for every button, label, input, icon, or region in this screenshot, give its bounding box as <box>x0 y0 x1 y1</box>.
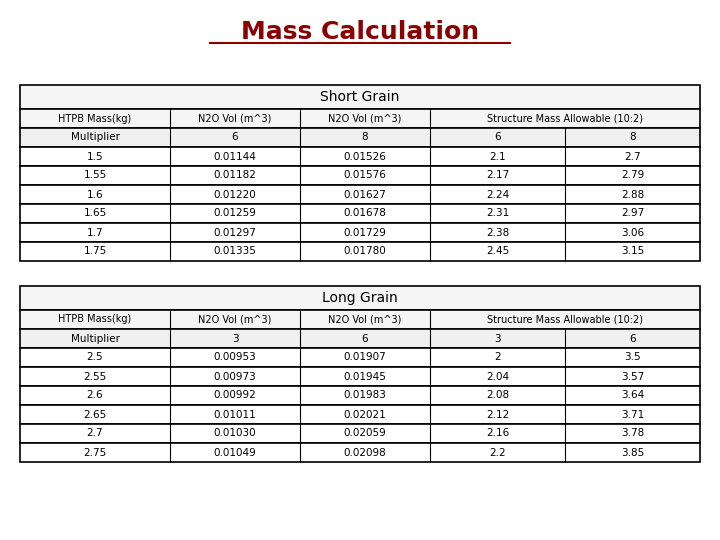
Bar <box>20 204 700 223</box>
Text: 3.15: 3.15 <box>621 246 644 256</box>
Text: 1.75: 1.75 <box>84 246 107 256</box>
Text: 2.79: 2.79 <box>621 171 644 180</box>
Text: 2.75: 2.75 <box>84 448 107 457</box>
Text: 2.6: 2.6 <box>86 390 103 401</box>
Text: 0.02021: 0.02021 <box>343 409 387 420</box>
Text: HTPB Mass(kg): HTPB Mass(kg) <box>58 314 132 325</box>
Text: 8: 8 <box>629 132 636 143</box>
Text: 6: 6 <box>232 132 238 143</box>
Bar <box>20 405 700 424</box>
Text: 2.5: 2.5 <box>86 353 103 362</box>
Text: 2.24: 2.24 <box>486 190 509 199</box>
Text: 2.2: 2.2 <box>489 448 506 457</box>
Bar <box>20 185 700 204</box>
Text: 0.01259: 0.01259 <box>214 208 256 219</box>
Text: Structure Mass Allowable (10:2): Structure Mass Allowable (10:2) <box>487 113 643 124</box>
Text: 2.31: 2.31 <box>486 208 509 219</box>
Bar <box>20 367 700 386</box>
Text: N2O Vol (m^3): N2O Vol (m^3) <box>328 314 402 325</box>
Text: Multiplier: Multiplier <box>71 132 120 143</box>
Bar <box>20 443 700 462</box>
Text: 3: 3 <box>232 334 238 343</box>
Text: 3.78: 3.78 <box>621 429 644 438</box>
Bar <box>20 128 700 147</box>
Text: Mass Calculation: Mass Calculation <box>241 20 479 44</box>
Text: 6: 6 <box>629 334 636 343</box>
Text: 0.01144: 0.01144 <box>214 152 256 161</box>
Text: 6: 6 <box>494 132 501 143</box>
Text: 0.01182: 0.01182 <box>214 171 256 180</box>
Text: 2.17: 2.17 <box>486 171 509 180</box>
Text: Structure Mass Allowable (10:2): Structure Mass Allowable (10:2) <box>487 314 643 325</box>
Text: 2.38: 2.38 <box>486 227 509 238</box>
Text: 3.71: 3.71 <box>621 409 644 420</box>
Text: 1.55: 1.55 <box>84 171 107 180</box>
Text: 0.01049: 0.01049 <box>214 448 256 457</box>
Bar <box>20 348 700 367</box>
Text: 0.01297: 0.01297 <box>214 227 256 238</box>
Text: 6: 6 <box>361 334 369 343</box>
Text: HTPB Mass(kg): HTPB Mass(kg) <box>58 113 132 124</box>
Text: 2.08: 2.08 <box>486 390 509 401</box>
Text: 0.00953: 0.00953 <box>214 353 256 362</box>
Text: 2.45: 2.45 <box>486 246 509 256</box>
Text: 0.01945: 0.01945 <box>343 372 387 381</box>
Text: 8: 8 <box>361 132 369 143</box>
Text: 1.6: 1.6 <box>86 190 103 199</box>
Text: 0.01526: 0.01526 <box>343 152 387 161</box>
Text: 2.65: 2.65 <box>84 409 107 420</box>
Text: 2: 2 <box>494 353 501 362</box>
Bar <box>20 109 700 128</box>
Text: 1.7: 1.7 <box>86 227 103 238</box>
Text: N2O Vol (m^3): N2O Vol (m^3) <box>198 113 271 124</box>
Text: Short Grain: Short Grain <box>320 90 400 104</box>
Text: 0.01678: 0.01678 <box>343 208 387 219</box>
Bar <box>20 223 700 242</box>
Text: N2O Vol (m^3): N2O Vol (m^3) <box>328 113 402 124</box>
Text: Multiplier: Multiplier <box>71 334 120 343</box>
Bar <box>20 85 700 109</box>
Text: 0.00992: 0.00992 <box>214 390 256 401</box>
Text: 3.57: 3.57 <box>621 372 644 381</box>
Text: 2.12: 2.12 <box>486 409 509 420</box>
Bar <box>20 242 700 261</box>
Text: 1.5: 1.5 <box>86 152 103 161</box>
Text: 0.00973: 0.00973 <box>214 372 256 381</box>
Bar <box>20 286 700 310</box>
Bar <box>20 386 700 405</box>
Text: 0.01907: 0.01907 <box>343 353 387 362</box>
Text: 0.01627: 0.01627 <box>343 190 387 199</box>
Text: 2.16: 2.16 <box>486 429 509 438</box>
Text: 0.02059: 0.02059 <box>343 429 387 438</box>
Text: 0.01983: 0.01983 <box>343 390 387 401</box>
Text: 3: 3 <box>494 334 501 343</box>
Bar <box>20 424 700 443</box>
Bar <box>20 166 700 185</box>
Text: 2.88: 2.88 <box>621 190 644 199</box>
Text: 2.7: 2.7 <box>86 429 103 438</box>
Text: 0.01030: 0.01030 <box>214 429 256 438</box>
Text: 2.97: 2.97 <box>621 208 644 219</box>
Text: 0.01220: 0.01220 <box>214 190 256 199</box>
Text: 2.7: 2.7 <box>624 152 641 161</box>
Text: 0.02098: 0.02098 <box>343 448 387 457</box>
Bar <box>20 147 700 166</box>
Text: N2O Vol (m^3): N2O Vol (m^3) <box>198 314 271 325</box>
Bar <box>20 310 700 329</box>
Text: 1.65: 1.65 <box>84 208 107 219</box>
Text: 0.01780: 0.01780 <box>343 246 387 256</box>
Text: 0.01576: 0.01576 <box>343 171 387 180</box>
Text: 2.04: 2.04 <box>486 372 509 381</box>
Text: 0.01011: 0.01011 <box>214 409 256 420</box>
Text: 2.55: 2.55 <box>84 372 107 381</box>
Text: 3.85: 3.85 <box>621 448 644 457</box>
Text: Long Grain: Long Grain <box>322 291 398 305</box>
Text: 3.64: 3.64 <box>621 390 644 401</box>
Text: 0.01729: 0.01729 <box>343 227 387 238</box>
Text: 2.1: 2.1 <box>489 152 506 161</box>
Text: 3.06: 3.06 <box>621 227 644 238</box>
Bar <box>20 329 700 348</box>
Text: 3.5: 3.5 <box>624 353 641 362</box>
Text: 0.01335: 0.01335 <box>214 246 256 256</box>
